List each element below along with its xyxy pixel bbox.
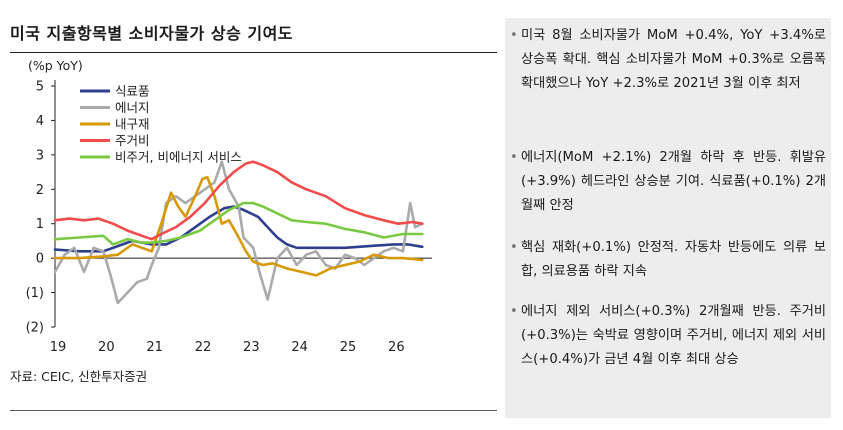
y-tick-label: 0 [36, 252, 44, 267]
y-axis-label: (%p YoY) [28, 58, 83, 73]
y-tick-label: 4 [36, 114, 44, 129]
legend-label-1: 식료품 [115, 84, 150, 99]
series-line-3 [53, 175, 424, 277]
y-tick-label: 2 [36, 183, 44, 198]
source-note: 자료: CEIC, 신한투자증권 [10, 369, 148, 384]
x-tick-label: 24 [291, 340, 308, 355]
chart-title: 미국 지출항목별 소비자물가 상승 기여도 [10, 24, 294, 43]
y-tick-label: (1) [26, 286, 44, 301]
x-tick-label: 20 [98, 340, 115, 355]
y-tick-label: (2) [26, 321, 44, 336]
bullet-3: • 핵심 재화(+0.1%) 안정적. 자동차 반등에도 의류 보합, 의료용품 … [510, 236, 826, 284]
commentary-panel: • 미국 8월 소비자물가 MoM +0.4%, YoY +3.4%로 상승폭 확… [505, 18, 831, 418]
y-tick-label: 5 [36, 80, 44, 95]
bullet-dot: • [510, 304, 518, 319]
y-tick-label: 1 [36, 217, 44, 232]
bullet-dot: • [510, 28, 518, 43]
bullet-dot: • [510, 150, 518, 165]
x-tick-label: 26 [388, 340, 405, 355]
legend-label-4: 주거비 [115, 133, 150, 148]
legend-label-5: 비주거, 비에너지 서비스 [115, 150, 242, 165]
legend-label-3: 내구재 [115, 117, 150, 132]
bullet-dot: • [510, 240, 518, 255]
x-tick-label: 23 [243, 340, 260, 355]
x-tick-label: 22 [195, 340, 212, 355]
bullet-2: • 에너지(MoM +2.1%) 2개월 하락 후 반등. 휘발유(+3.9%) … [510, 146, 826, 218]
series-line-4 [53, 160, 424, 241]
x-tick-label: 25 [340, 340, 357, 355]
bullet-1: • 미국 8월 소비자물가 MoM +0.4%, YoY +3.4%로 상승폭 확… [510, 24, 826, 96]
x-tick-label: 19 [50, 340, 67, 355]
series-line-5 [53, 201, 424, 246]
bullet-4: • 에너지 제외 서비스(+0.3%) 2개월째 반등. 주거비(+0.3%)는 … [510, 300, 826, 372]
title-divider [10, 52, 497, 53]
x-tick-label: 21 [146, 340, 163, 355]
y-tick-label: 3 [36, 148, 44, 163]
bottom-divider [10, 410, 497, 411]
legend-label-2: 에너지 [115, 100, 150, 115]
